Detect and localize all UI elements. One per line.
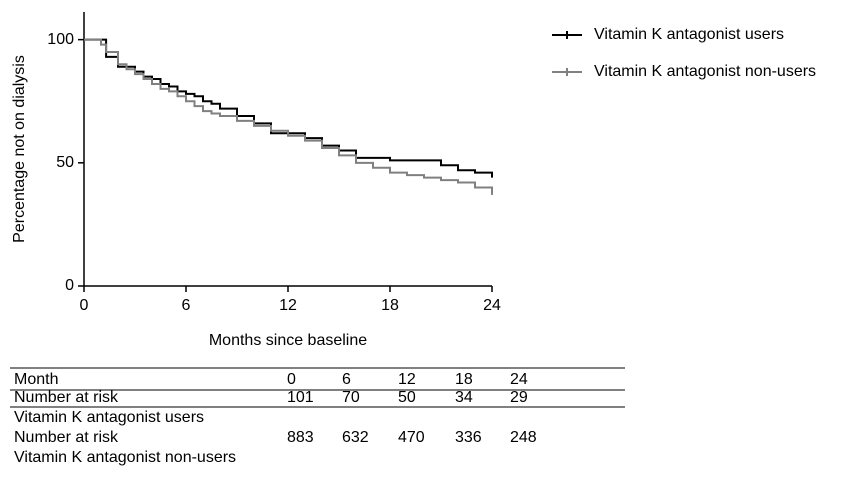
legend-label: Vitamin K antagonist users [594,26,784,43]
row-label: Number at risk [14,429,119,446]
row-group: Vitamin K antagonist users [14,409,204,426]
survival-line [84,38,493,195]
table-header: 18 [455,371,473,388]
y-axis-label: Percentage not on dialysis [11,55,28,243]
risk-count: 101 [287,389,314,406]
x-tick-label: 12 [279,297,297,314]
row-label: Number at risk [14,389,119,406]
x-axis-label: Months since baseline [209,332,367,349]
row-group: Vitamin K antagonist non-users [14,449,236,466]
table-header: 24 [510,371,528,388]
risk-count: 29 [510,389,528,406]
x-tick-label: 0 [80,297,89,314]
y-tick-label: 100 [47,31,74,48]
x-tick-label: 6 [182,297,191,314]
risk-count: 470 [398,429,425,446]
risk-count: 34 [455,389,473,406]
x-tick-label: 18 [381,297,399,314]
risk-count: 248 [510,429,537,446]
legend-label: Vitamin K antagonist non-users [594,63,816,80]
risk-count: 336 [455,429,482,446]
table-header: 6 [342,371,351,388]
survival-line [84,38,493,178]
risk-count: 70 [342,389,360,406]
table-header: 0 [287,371,296,388]
table-header: 12 [398,371,416,388]
risk-count: 883 [287,429,314,446]
risk-count: 50 [398,389,416,406]
y-tick-label: 50 [56,154,74,171]
x-tick-label: 24 [483,297,501,314]
risk-count: 632 [342,429,369,446]
table-header: Month [14,371,58,388]
y-tick-label: 0 [65,277,74,294]
